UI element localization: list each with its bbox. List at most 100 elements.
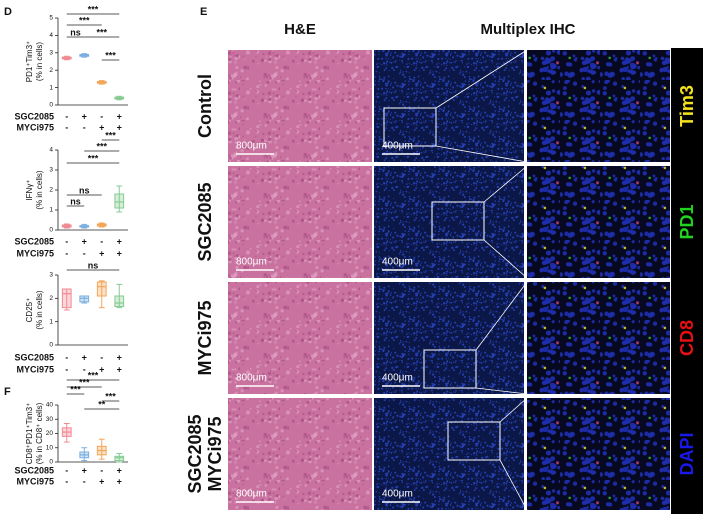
row-label: MYCi975 <box>205 416 225 491</box>
micrograph <box>228 398 372 510</box>
significance-label: *** <box>96 27 107 37</box>
scale-bar-label: 800μm <box>236 373 267 384</box>
scale-bar-label: 800μm <box>236 141 267 152</box>
micrograph <box>374 282 524 394</box>
condition-label: MYCi975 <box>16 248 54 258</box>
significance-label: *** <box>88 370 99 380</box>
condition-sign: + <box>82 236 87 246</box>
box <box>114 455 125 462</box>
condition-sign: - <box>65 352 68 362</box>
condition-sign: - <box>65 364 68 374</box>
condition-sign: + <box>117 236 122 246</box>
condition-sign: - <box>83 248 86 258</box>
significance-label: *** <box>105 130 116 140</box>
channel-label: CD8 <box>677 320 697 356</box>
row-label: SGC2085 <box>195 182 215 261</box>
condition-sign: - <box>65 476 68 486</box>
box <box>61 288 72 309</box>
box <box>114 295 125 307</box>
y-tick-label: 1 <box>49 318 53 325</box>
condition-sign: + <box>117 248 122 258</box>
condition-sign: - <box>100 111 103 121</box>
zoom-box <box>383 107 437 147</box>
zoom-line <box>435 49 528 109</box>
significance-label: ns <box>70 196 81 206</box>
micrograph <box>527 282 670 394</box>
zoom-line <box>499 459 528 511</box>
significance-label: *** <box>105 391 116 401</box>
significance-label: ns <box>70 27 81 37</box>
zoom-line <box>435 145 528 163</box>
y-tick-label: 1 <box>49 84 53 91</box>
y-axis-label: PD1⁺Tim3⁺ <box>25 41 34 83</box>
condition-sign: + <box>117 122 122 132</box>
condition-sign: - <box>100 352 103 362</box>
panel-letter: F <box>4 386 11 398</box>
condition-sign: + <box>117 111 122 121</box>
y-tick-label: 1 <box>49 207 53 214</box>
channel-strip <box>671 48 703 514</box>
condition-sign: - <box>65 122 68 132</box>
condition-label: SGC2085 <box>14 236 54 246</box>
condition-sign: - <box>83 476 86 486</box>
condition-sign: + <box>82 352 87 362</box>
row-label: MYCi975 <box>195 300 215 375</box>
y-axis-label: (% in cells) <box>35 290 44 329</box>
panel-letter: D <box>4 6 12 18</box>
y-tick-label: 0 <box>49 342 53 349</box>
condition-sign: + <box>117 476 122 486</box>
condition-sign: - <box>100 236 103 246</box>
scale-bar-label: 400μm <box>382 257 413 268</box>
y-axis-label: (% in cells) <box>35 42 44 81</box>
condition-label: SGC2085 <box>14 465 54 475</box>
condition-sign: + <box>99 364 104 374</box>
zoom-line <box>475 281 528 351</box>
condition-label: SGC2085 <box>14 352 54 362</box>
box <box>114 193 125 209</box>
micrograph <box>228 166 372 278</box>
condition-sign: - <box>65 236 68 246</box>
scale-bar-label: 400μm <box>382 373 413 384</box>
significance-label: *** <box>70 384 81 394</box>
condition-sign: + <box>99 122 104 132</box>
significance-label: *** <box>96 141 107 151</box>
micrograph <box>527 50 670 162</box>
condition-sign: + <box>117 465 122 475</box>
y-tick-label: 4 <box>49 32 53 39</box>
row-label: Control <box>195 74 215 138</box>
y-tick-label: 4 <box>49 147 53 154</box>
zoom-line <box>475 387 528 395</box>
y-tick-label: 40 <box>46 402 54 409</box>
y-tick-label: 2 <box>49 67 53 74</box>
micrograph <box>527 166 670 278</box>
condition-sign: - <box>83 122 86 132</box>
y-tick-label: 10 <box>46 444 54 451</box>
y-tick-label: 2 <box>49 295 53 302</box>
condition-sign: + <box>99 476 104 486</box>
column-header: H&E <box>284 21 316 38</box>
y-tick-label: 3 <box>49 167 53 174</box>
y-tick-label: 0 <box>49 459 53 466</box>
condition-sign: - <box>65 111 68 121</box>
condition-sign: + <box>82 111 87 121</box>
y-axis-label: (% in CD8⁺ cells) <box>35 402 44 464</box>
scale-bar-label: 400μm <box>382 489 413 500</box>
condition-sign: - <box>100 465 103 475</box>
condition-sign: + <box>117 352 122 362</box>
y-tick-label: 0 <box>49 102 53 109</box>
zoom-line <box>499 397 528 423</box>
significance-label: *** <box>105 50 116 60</box>
y-axis-label: IFNγ⁺ <box>25 179 34 200</box>
column-header: Multiplex IHC <box>480 21 575 38</box>
y-tick-label: 0 <box>49 227 53 234</box>
zoom-box <box>447 421 501 461</box>
panel-letter: E <box>200 6 207 18</box>
significance-label: *** <box>79 15 90 25</box>
condition-label: MYCi975 <box>16 364 54 374</box>
micrograph <box>374 50 524 162</box>
significance-label: ** <box>98 399 106 409</box>
significance-label: ns <box>88 260 99 270</box>
y-tick-label: 3 <box>49 50 53 57</box>
micrograph <box>527 398 670 510</box>
